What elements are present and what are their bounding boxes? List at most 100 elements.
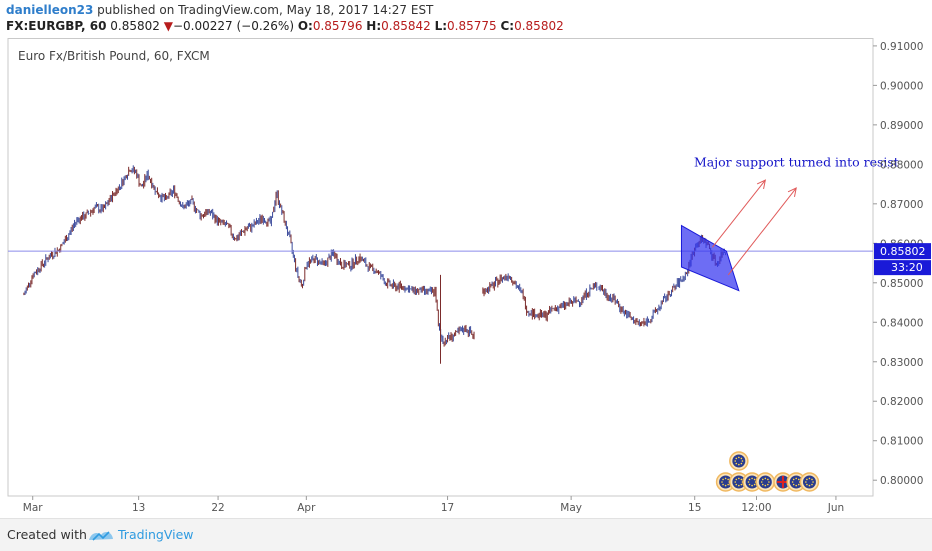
flag-star [797,483,800,486]
footer-bar: Created with TradingView [0,518,932,551]
flag-star [753,478,756,481]
price-change: −0.00227 (−0.26%) [172,19,294,33]
price-axis[interactable]: 0.910000.900000.890000.880000.870000.860… [873,41,923,487]
y-tick-label: 0.89000 [880,120,923,132]
flag-disc [802,475,816,489]
trend-arrow-line [711,179,766,248]
flag-star [792,478,795,481]
flag-star [795,484,798,487]
eu-flag-icon [729,451,749,471]
flag-star [811,478,813,481]
y-tick-label: 0.84000 [880,317,923,329]
flag-disc [745,475,759,489]
flag-star [721,481,723,483]
low-value: 0.85775 [447,19,497,33]
open-label: O: [297,19,313,33]
price-series-group [23,165,727,364]
x-tick-label: Apr [297,502,316,514]
trend-arrow-head [756,179,766,190]
flag-star [727,478,729,481]
flag-star [767,478,769,481]
flag-disc [732,475,746,489]
flag-star [768,481,770,483]
chart-title: Euro Fx/British Pound, 60, FXCM [18,49,210,63]
x-tick-label: 13 [132,502,145,514]
flag-star [748,478,751,481]
flag-star [741,460,744,462]
eu-flag-icon [729,472,749,492]
flag-star [805,481,807,483]
eu-flag-icon [786,472,806,492]
drawing-overlays [680,179,797,292]
flag-star [761,483,764,486]
quote-line: FX:EURGBP, 60 0.85802 ▼−0.00227 (−0.26%)… [6,19,564,33]
flag-star [727,483,729,486]
event-icons [715,451,820,492]
tradingview-brand-link[interactable]: TradingView [118,527,194,542]
open-value: 0.85796 [312,19,363,33]
flag-disc [789,475,803,489]
flag-star [740,478,743,481]
x-tick-label: Jun [827,502,844,514]
eu-flag-icon [715,472,736,492]
countdown-label: 33:20 [891,261,923,274]
flag-star [738,456,740,459]
last-price-label: 0.85802 [880,245,926,258]
flag-star [808,477,811,480]
flag-star [738,484,740,487]
flag-star [738,477,740,480]
trend-arrow-line [727,187,797,276]
flag-star [811,483,813,486]
flag-star [722,483,724,486]
flag-star [751,484,753,487]
y-tick-label: 0.83000 [880,357,923,369]
created-with-label: Created with [7,527,87,542]
x-tick-label: 22 [211,502,224,514]
flag-star [734,481,737,483]
flag-star [753,483,756,486]
flag-star [740,462,743,465]
published-text: published on TradingView.com, May 18, 20… [97,3,434,17]
flag-star [735,457,738,460]
flag-star [795,477,798,480]
flag-star [808,484,811,487]
flag-star [806,483,808,486]
flag-disc [732,454,746,468]
time-axis[interactable]: Mar 13 22 Apr 17 May 15 12:00 Jun [23,496,844,514]
chart-pane [7,38,874,497]
y-tick-label: 0.81000 [880,436,923,448]
x-tick-label: Mar [23,502,43,514]
flag-star [740,457,743,460]
y-tick-label: 0.87000 [880,199,923,211]
flag-star [812,481,814,483]
flag-star [767,483,769,486]
last-price-label-bg [874,243,931,260]
eu-flag-icon [799,472,820,492]
y-tick-label: 0.82000 [880,396,923,408]
flag-star [791,481,794,483]
last-price: 0.85802 [110,19,160,33]
author-link[interactable]: danielleon23 [6,3,94,17]
eu-flag-icon [755,472,776,492]
flag-star [764,484,767,487]
flag-star [760,481,763,483]
publish-info: danielleon23 published on TradingView.co… [6,3,433,17]
flag-star [735,483,738,486]
y-tick-label: 0.91000 [880,41,923,53]
annotation-text[interactable]: Major support turned into resist [694,154,899,169]
flag-disc [719,475,733,489]
countdown-label-bg [874,260,931,276]
y-tick-label: 0.88000 [880,159,923,171]
tradingview-logo-icon[interactable] [88,527,114,543]
flag-disc [758,475,772,489]
flag-star [724,484,727,487]
x-tick-label: 12:00 [741,502,771,514]
price-chart[interactable]: Euro Fx/British Pound, 60, FXCM Major su… [0,38,932,518]
flag-star [792,483,795,486]
symbol-label: FX:EURGBP, 60 [6,19,107,33]
y-tick-label: 0.80000 [880,475,923,487]
flag-star [740,483,743,486]
flag-star [722,478,724,481]
flag-star [748,483,751,486]
flag-star [797,478,800,481]
